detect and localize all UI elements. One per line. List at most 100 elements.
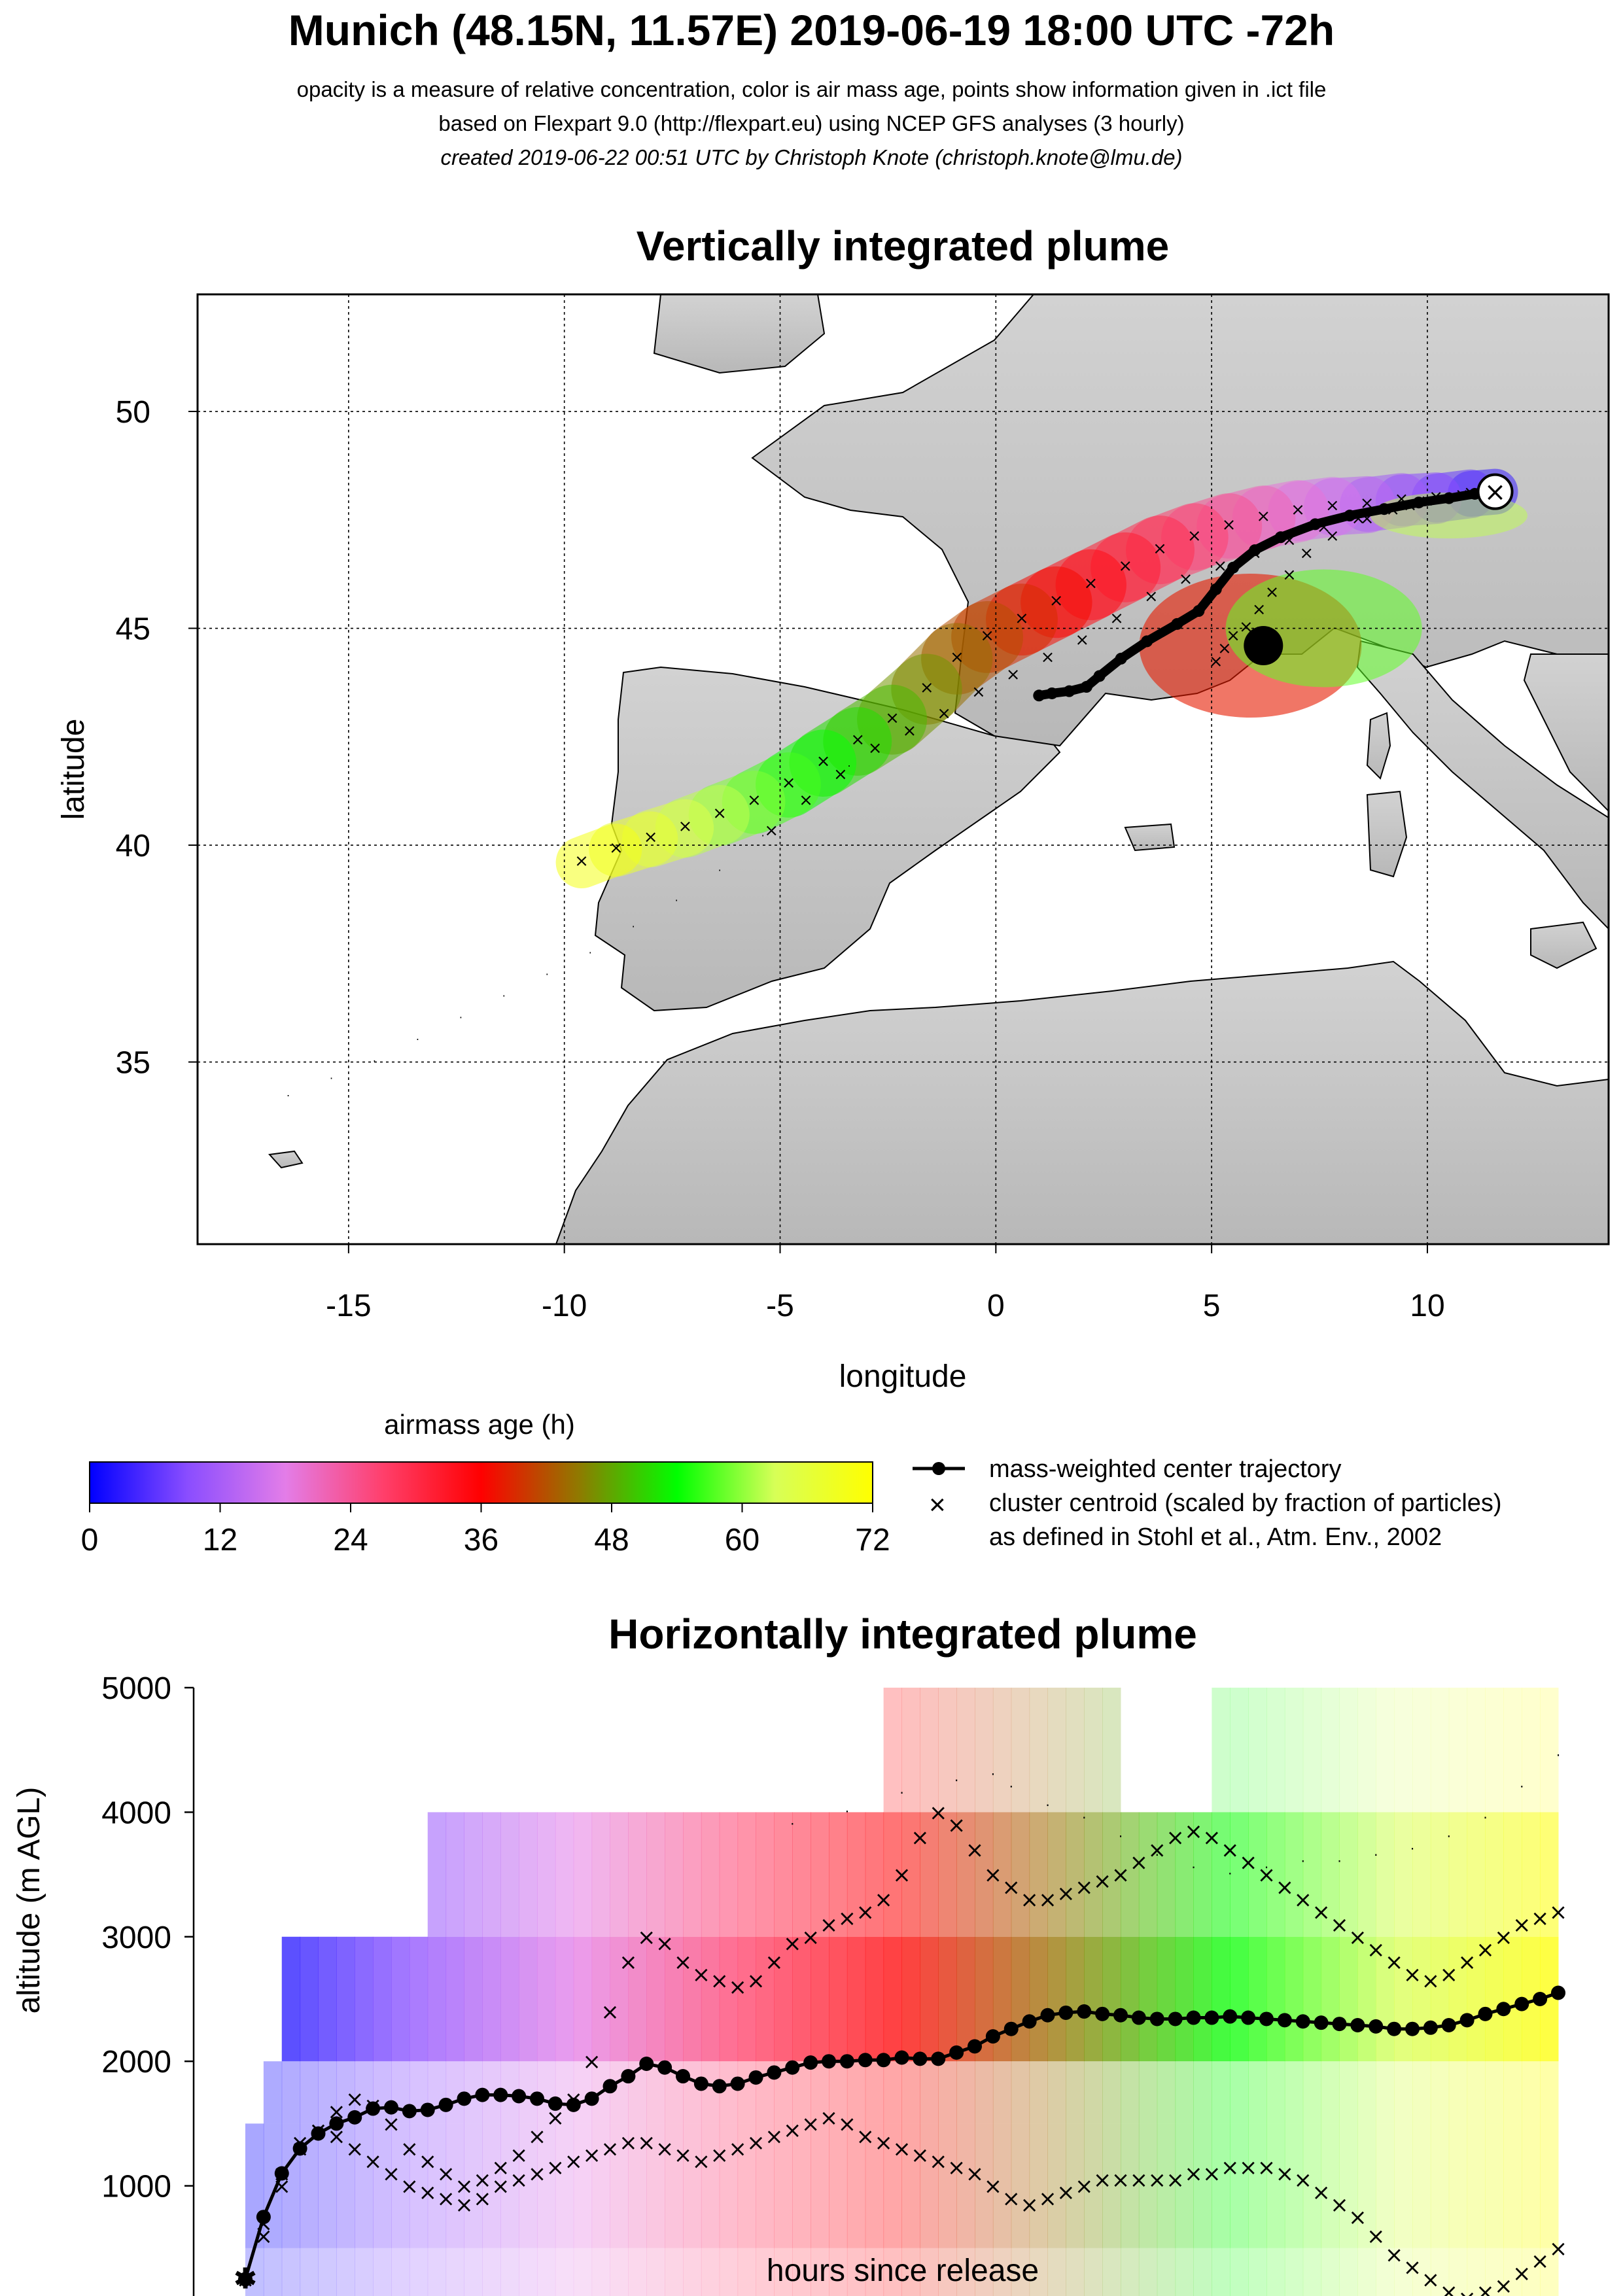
altitude-cluster-centroid: × (1075, 2174, 1094, 2200)
altitude-cluster-centroid: × (1294, 1887, 1313, 1913)
map-cluster-centroid: × (1256, 506, 1270, 526)
heatmap-cell (464, 2123, 483, 2248)
heatmap-cell (1430, 1936, 1450, 2062)
heatmap-cell (1102, 1936, 1121, 2062)
heatmap-cell (1376, 1688, 1395, 1813)
altitude-cluster-centroid: × (1385, 2242, 1404, 2268)
heatmap-cell (1248, 2248, 1267, 2296)
heatmap-cell (1121, 2123, 1140, 2248)
heatmap-cell (1102, 2248, 1121, 2296)
heatmap-cell (482, 1812, 501, 1937)
heatmap-cell (1266, 2123, 1285, 2248)
map-cluster-centroid: × (747, 791, 761, 810)
map-cluster-centroid: × (980, 626, 994, 646)
heatmap-cell (1394, 2248, 1413, 2296)
heatmap-cell (1230, 2123, 1249, 2248)
altitude-cluster-centroid: × (1184, 1818, 1203, 1845)
heatmap-cell (1357, 2061, 1376, 2124)
heatmap-cell (1357, 1688, 1376, 1813)
map-center-point (1249, 544, 1261, 557)
altitude-cluster-centroid: × (1056, 1881, 1075, 1907)
heatmap-cell (1412, 2061, 1431, 2124)
map-cluster-centroid: × (1109, 608, 1124, 628)
map-cluster-centroid: · (632, 920, 635, 933)
altitude-ytick-label: 2000 (101, 2045, 171, 2079)
altitude-cluster-centroid: × (1202, 2161, 1221, 2187)
heatmap-cell (1047, 1688, 1066, 1813)
map-cluster-centroid: × (971, 682, 986, 702)
heatmap-cell (901, 1688, 920, 1813)
altitude-cluster-centroid: × (510, 2142, 529, 2168)
heatmap-cell (1230, 2061, 1249, 2124)
altitude-cluster-centroid: × (783, 2117, 802, 2144)
altitude-center-point (602, 2079, 618, 2094)
heatmap-cell (1321, 1812, 1340, 1937)
altitude-center-point (968, 2039, 982, 2054)
altitude-cluster-centroid: × (491, 2155, 510, 2181)
altitude-cluster-centroid: × (1111, 1862, 1130, 1888)
map-center-point (1063, 685, 1075, 697)
map-xtick-label: -15 (326, 1289, 371, 1323)
altitude-center-point (238, 2272, 253, 2287)
altitude-center-point (1369, 2019, 1384, 2034)
altitude-top-point: · (1009, 1779, 1013, 1794)
land-balkans (1523, 653, 1609, 812)
altitude-cluster-centroid: × (400, 2174, 419, 2200)
release-point-cross: × (1484, 478, 1507, 508)
heatmap-cell (1121, 2061, 1140, 2124)
heatmap-cell (1485, 2123, 1504, 2248)
map-cluster-centroid: × (764, 821, 778, 841)
altitude-cluster-centroid: × (728, 2136, 747, 2162)
heatmap-cell (1011, 1812, 1030, 1937)
heatmap-cell (829, 2061, 848, 2124)
altitude-cluster-centroid: × (801, 1924, 820, 1951)
land-italy (1356, 640, 1609, 930)
heatmap-cell (1157, 2061, 1176, 2124)
heatmap-cell (1412, 1936, 1431, 2062)
heatmap-cell (1157, 2248, 1176, 2296)
heatmap-cell (1485, 2248, 1504, 2296)
heatmap-cell (464, 2248, 483, 2296)
heatmap-cell (1047, 2061, 1066, 2124)
heatmap-cell (1138, 1936, 1158, 2062)
altitude-top-point: · (845, 1803, 849, 1819)
altitude-cluster-centroid: × (820, 1912, 839, 1938)
map-center-point (1227, 561, 1240, 574)
map-trajectories: ××××××××××××××××××××××××××××××××××××××××… (287, 473, 1514, 1102)
heatmap-cell (975, 1688, 994, 1813)
heatmap-cell (938, 2061, 957, 2124)
map-cluster-centroid: · (287, 1090, 290, 1102)
map-center-point (1412, 496, 1425, 509)
heatmap-cell (610, 2248, 629, 2296)
map-cluster-centroid: × (1015, 608, 1029, 628)
heatmap-cell (956, 2123, 975, 2248)
release-star-icon: ✱ (234, 2262, 258, 2295)
heatmap-cell (1029, 2248, 1048, 2296)
heatmap-cell (792, 2123, 811, 2248)
altitude-cluster-centroid: × (419, 2149, 438, 2175)
heatmap-cell (1011, 2248, 1030, 2296)
heatmap-cell (829, 1936, 848, 2062)
altitude-cluster-centroid: × (1148, 1837, 1167, 1864)
heatmap-cell (591, 1936, 610, 2062)
map-xtick-label: 0 (987, 1289, 1005, 1323)
heatmap-cell (1230, 1812, 1249, 1937)
altitude-center-point (767, 2065, 782, 2080)
altitude-cluster-centroid: × (692, 2149, 711, 2175)
altitude-center-point (1423, 2020, 1438, 2035)
map-center-point (1210, 583, 1222, 595)
colorbar-tick-label: 60 (725, 1523, 759, 1557)
altitude-center-point (894, 2050, 909, 2065)
heatmap-cell (1011, 1936, 1030, 2062)
map-cluster-centroid: × (1325, 496, 1340, 515)
heatmap-cell (1448, 2061, 1468, 2124)
altitude-cluster-centroid: × (1020, 1887, 1039, 1913)
heatmap-cell (519, 2248, 538, 2296)
heatmap-cell (1029, 1936, 1048, 2062)
heatmap-cell (1029, 2123, 1048, 2248)
altitude-cluster-centroid: × (783, 1930, 802, 1957)
map-cluster-centroid: × (1187, 526, 1202, 546)
altitude-center-point (1295, 2014, 1310, 2029)
heatmap-cell (1175, 1812, 1194, 1937)
